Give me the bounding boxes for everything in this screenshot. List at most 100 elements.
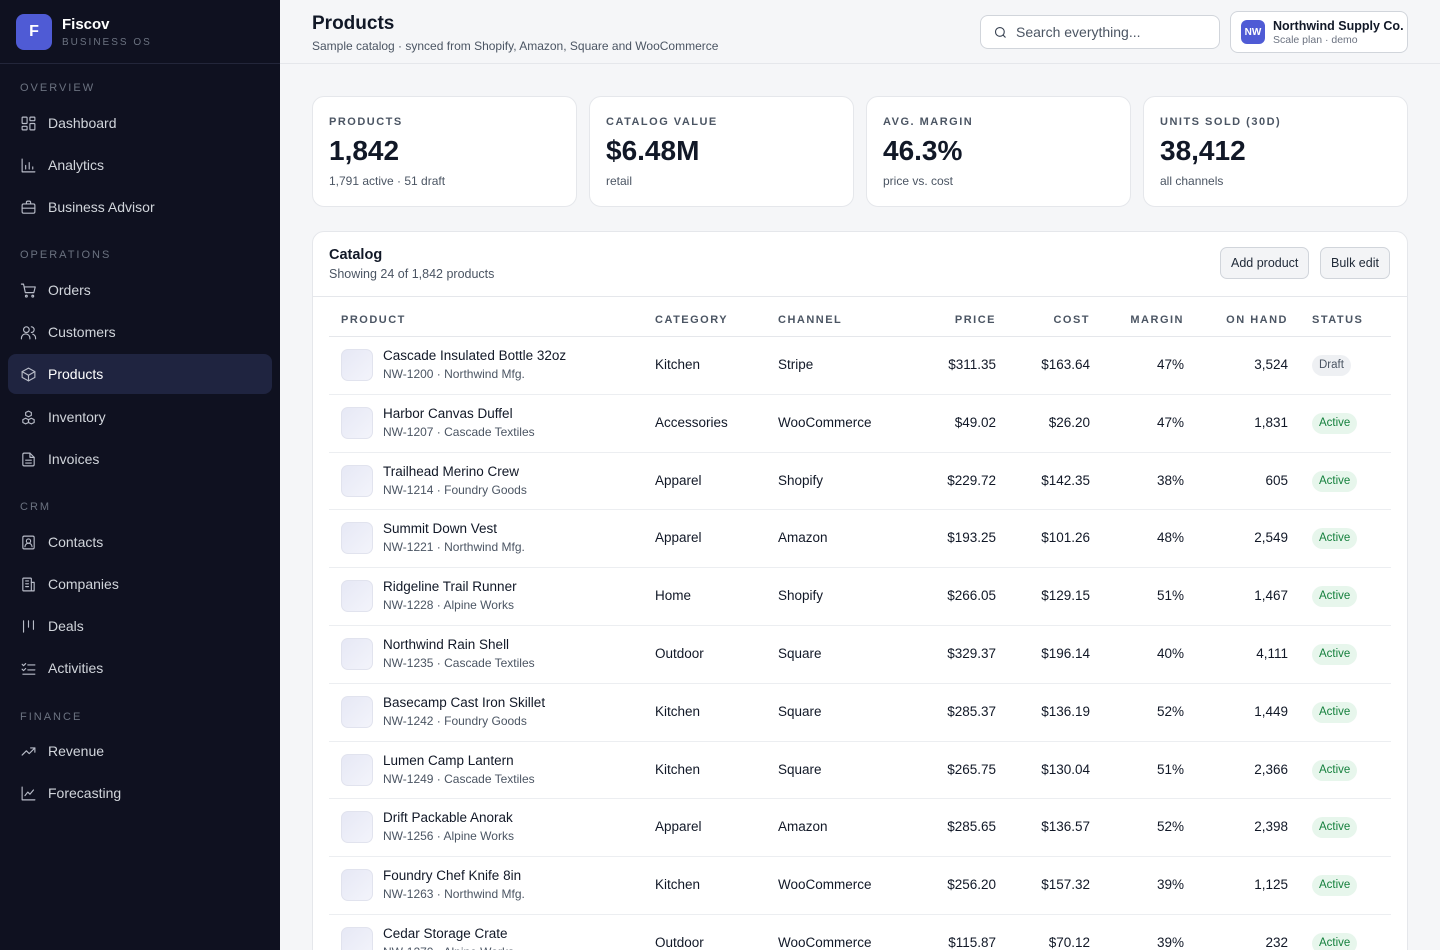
product-on-hand: 232 (1265, 934, 1288, 950)
users-icon (20, 325, 37, 339)
product-cost: $157.32 (1041, 877, 1090, 893)
checklist-icon (21, 662, 36, 675)
sidebar: F Fiscov BUSINESS OS OVERVIEW Dashboard … (0, 0, 280, 950)
sidebar-item-label: Customers (48, 324, 116, 340)
sidebar-item-revenue[interactable]: Revenue (8, 731, 272, 771)
search-icon (994, 26, 1006, 38)
column-header-price[interactable]: PRICE (954, 314, 996, 326)
product-price: $266.05 (947, 588, 996, 604)
product-margin: 47% (1156, 357, 1184, 372)
sidebar-item-business-advisor[interactable]: Business Advisor (8, 187, 272, 227)
product-on-hand: 3,524 (1254, 357, 1288, 372)
table-row[interactable]: Trailhead Merino Crew NW-1214 · Foundry G… (329, 453, 1391, 511)
product-on-hand: 2,549 (1254, 530, 1288, 546)
stat-card-catalog-value: CATALOG VALUE $6.48M retail (589, 96, 854, 207)
product-on-hand: 2,366 (1254, 761, 1288, 777)
column-header-cost[interactable]: COST (1053, 314, 1090, 326)
table-row[interactable]: Summit Down Vest NW-1221 · Northwind Mfg.… (329, 510, 1391, 569)
product-price: $329.37 (947, 645, 996, 661)
columns-icon (22, 619, 35, 633)
product-name[interactable]: Trailhead Merino Crew (383, 463, 520, 479)
sidebar-item-label: Forecasting (48, 785, 122, 801)
avatar: NW (1241, 20, 1265, 44)
table-row[interactable]: Lumen Camp Lantern NW-1249 · Cascade Text… (329, 742, 1391, 800)
sidebar-item-forecasting[interactable]: Forecasting (8, 773, 272, 813)
table-row[interactable]: Ridgeline Trail Runner NW-1228 · Alpine W… (329, 568, 1391, 626)
stat-label: AVG. MARGIN (883, 116, 974, 128)
column-header-status[interactable]: STATUS (1312, 314, 1364, 326)
search-box[interactable] (980, 15, 1220, 49)
sidebar-item-activities[interactable]: Activities (8, 648, 272, 688)
status-badge: Active (1312, 528, 1358, 550)
sidebar-item-dashboard[interactable]: Dashboard (8, 103, 272, 143)
product-name[interactable]: Northwind Rain Shell (383, 636, 510, 652)
sidebar-item-inventory[interactable]: Inventory (8, 397, 272, 437)
product-sku: NW-1214 · Foundry Goods (383, 482, 527, 497)
product-channel: WooCommerce (778, 414, 872, 430)
sidebar-item-label: Contacts (48, 534, 104, 550)
product-sku: NW-1235 · Cascade Textiles (383, 655, 535, 670)
org-switcher[interactable]: NW Northwind Supply Co. Scale plan · dem… (1230, 11, 1408, 53)
product-name[interactable]: Harbor Canvas Duffel (383, 405, 513, 421)
product-channel: Square (778, 761, 822, 777)
product-price: $285.37 (947, 703, 996, 719)
product-name[interactable]: Foundry Chef Knife 8in (383, 868, 522, 884)
product-category: Outdoor (655, 645, 704, 661)
product-name[interactable]: Basecamp Cast Iron Skillet (383, 694, 546, 710)
product-on-hand: 1,449 (1254, 703, 1288, 719)
column-header-margin[interactable]: MARGIN (1130, 314, 1184, 326)
product-category: Kitchen (655, 761, 701, 777)
table-row[interactable]: Cascade Insulated Bottle 32oz NW-1200 · N… (329, 337, 1391, 395)
sidebar-item-orders[interactable]: Orders (8, 270, 272, 310)
product-thumbnail (341, 406, 373, 439)
table-row[interactable]: Cedar Storage Crate NW-1270 · Alpine Work… (329, 915, 1391, 950)
product-name[interactable]: Drift Packable Anorak (383, 810, 513, 826)
table-row[interactable]: Basecamp Cast Iron Skillet NW-1242 · Foun… (329, 684, 1391, 742)
stat-value: 1,842 (329, 135, 400, 166)
product-margin: 48% (1156, 530, 1184, 546)
column-header-on-hand[interactable]: ON HAND (1226, 314, 1288, 326)
file-icon (22, 452, 35, 466)
stat-card-units-sold: UNITS SOLD (30D) 38,412 all channels (1143, 96, 1408, 207)
product-thumbnail (341, 811, 373, 844)
table-row[interactable]: Harbor Canvas Duffel NW-1207 · Cascade Te… (329, 395, 1391, 453)
product-cost: $130.04 (1041, 761, 1090, 777)
product-name[interactable]: Cedar Storage Crate (383, 925, 508, 941)
boxes-icon (22, 410, 35, 424)
product-name[interactable]: Cascade Insulated Bottle 32oz (383, 348, 567, 363)
column-header-channel[interactable]: CHANNEL (778, 314, 843, 326)
sidebar-item-customers[interactable]: Customers (8, 312, 272, 352)
product-margin: 52% (1156, 703, 1184, 719)
sidebar-item-deals[interactable]: Deals (8, 606, 272, 646)
table-row[interactable]: Foundry Chef Knife 8in NW-1263 · Northwin… (329, 857, 1391, 915)
table-row[interactable]: Drift Packable Anorak NW-1256 · Alpine Wo… (329, 799, 1391, 858)
product-name[interactable]: Summit Down Vest (383, 521, 498, 537)
status-badge: Active (1312, 932, 1358, 950)
stat-card-avg-margin: AVG. MARGIN 46.3% price vs. cost (866, 96, 1131, 207)
sidebar-item-companies[interactable]: Companies (8, 564, 272, 604)
status-badge: Active (1312, 875, 1358, 897)
table-row[interactable]: Northwind Rain Shell NW-1235 · Cascade Te… (329, 626, 1391, 684)
column-header-category[interactable]: CATEGORY (655, 314, 729, 326)
product-category: Outdoor (655, 934, 704, 950)
nav-section-operations: OPERATIONS (20, 249, 112, 261)
product-cost: $163.64 (1041, 357, 1090, 372)
status-badge: Draft (1312, 355, 1351, 376)
column-header-product[interactable]: PRODUCT (341, 314, 406, 326)
stat-value: 38,412 (1160, 135, 1246, 166)
sidebar-item-invoices[interactable]: Invoices (8, 439, 272, 479)
product-name[interactable]: Ridgeline Trail Runner (383, 579, 517, 595)
product-name[interactable]: Lumen Camp Lantern (383, 752, 514, 768)
search-input[interactable] (1016, 24, 1206, 40)
sidebar-item-products[interactable]: Products (8, 354, 272, 394)
product-cost: $136.19 (1041, 703, 1090, 719)
org-name: Northwind Supply Co. (1273, 18, 1404, 33)
sidebar-item-label: Revenue (48, 743, 105, 759)
brand[interactable]: F Fiscov BUSINESS OS (0, 0, 280, 64)
sidebar-item-analytics[interactable]: Analytics (8, 145, 272, 185)
sidebar-item-contacts[interactable]: Contacts (8, 522, 272, 562)
add-product-button[interactable]: Add product (1220, 247, 1310, 279)
product-cost: $136.57 (1041, 819, 1090, 835)
stat-subtext: retail (606, 174, 633, 188)
bulk-edit-button[interactable]: Bulk edit (1320, 247, 1390, 279)
